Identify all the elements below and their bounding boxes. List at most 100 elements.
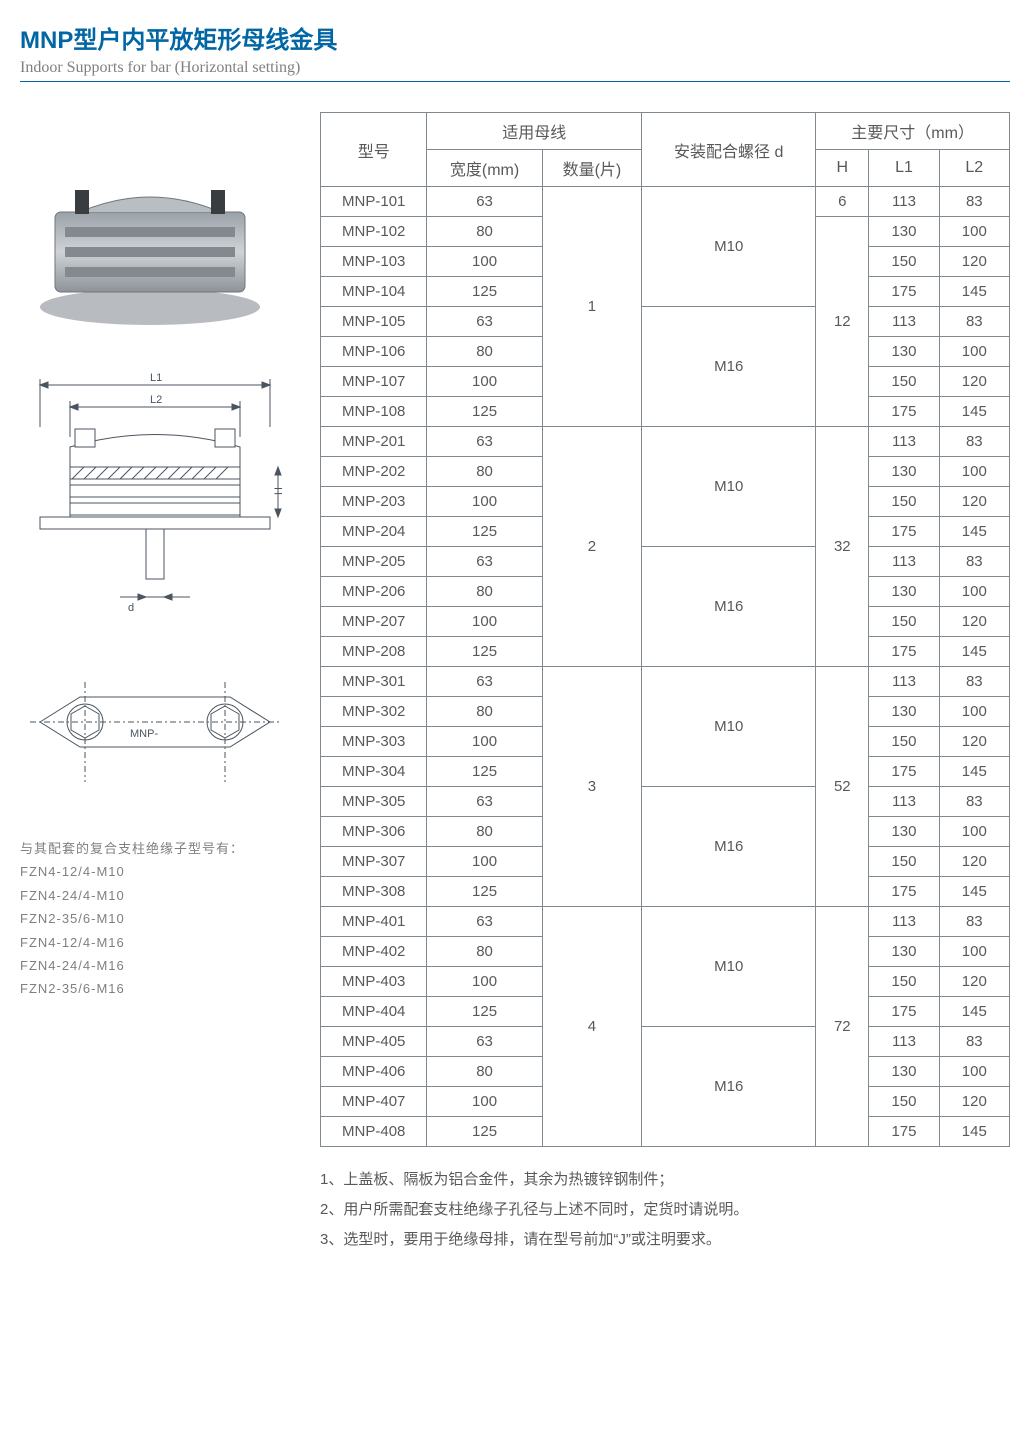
cell-model: MNP-308 (321, 877, 427, 907)
cell-width: 80 (427, 217, 542, 247)
cell-width: 100 (427, 1087, 542, 1117)
cell-l2: 100 (939, 457, 1009, 487)
cell-l1: 175 (869, 1117, 939, 1147)
cell-width: 125 (427, 877, 542, 907)
cell-l1: 150 (869, 847, 939, 877)
cell-width: 100 (427, 247, 542, 277)
cell-l1: 113 (869, 547, 939, 577)
cell-l1: 130 (869, 577, 939, 607)
cell-model: MNP-304 (321, 757, 427, 787)
cell-l1: 113 (869, 427, 939, 457)
table-row: MNP-101631M10611383 (321, 187, 1010, 217)
cell-l1: 130 (869, 337, 939, 367)
insulator-intro: 与其配套的复合支柱绝缘子型号有： (20, 837, 300, 860)
cell-width: 80 (427, 337, 542, 367)
cell-qty: 1 (542, 187, 642, 427)
cell-l2: 120 (939, 607, 1009, 637)
cell-l1: 175 (869, 757, 939, 787)
insulator-model: FZN4-12/4-M16 (20, 931, 300, 954)
cell-bolt: M16 (642, 787, 816, 907)
insulator-model: FZN2-35/6-M16 (20, 977, 300, 1000)
top-view-diagram: MNP- (20, 662, 300, 807)
cell-width: 63 (427, 787, 542, 817)
cell-l2: 100 (939, 817, 1009, 847)
cell-width: 125 (427, 757, 542, 787)
cell-model: MNP-107 (321, 367, 427, 397)
cell-l2: 83 (939, 667, 1009, 697)
cell-h: 52 (816, 667, 869, 907)
insulator-model: FZN4-12/4-M10 (20, 860, 300, 883)
page-title-en: Indoor Supports for bar (Horizontal sett… (20, 59, 1010, 77)
cell-width: 80 (427, 697, 542, 727)
cell-l2: 145 (939, 997, 1009, 1027)
table-row: MNP-10563M1611383 (321, 307, 1010, 337)
product-photo (20, 172, 300, 337)
cell-width: 125 (427, 397, 542, 427)
cell-l2: 120 (939, 247, 1009, 277)
cell-width: 125 (427, 637, 542, 667)
cell-l2: 83 (939, 427, 1009, 457)
cell-l2: 120 (939, 487, 1009, 517)
table-row: MNP-201632M103211383 (321, 427, 1010, 457)
cell-model: MNP-307 (321, 847, 427, 877)
cell-l2: 100 (939, 577, 1009, 607)
cell-width: 63 (427, 667, 542, 697)
cell-width: 80 (427, 937, 542, 967)
cell-l2: 145 (939, 1117, 1009, 1147)
insulator-model: FZN4-24/4-M10 (20, 884, 300, 907)
footnotes: 1、上盖板、隔板为铝合金件，其余为热镀锌钢制件； 2、用户所需配套支柱绝缘子孔径… (320, 1165, 1010, 1255)
cell-width: 63 (427, 907, 542, 937)
cell-model: MNP-102 (321, 217, 427, 247)
table-row: MNP-40563M1611383 (321, 1027, 1010, 1057)
spec-table: 型号 适用母线 安装配合螺径 d 主要尺寸（mm） 宽度(mm) 数量(片) H… (320, 112, 1010, 1147)
cell-l2: 120 (939, 847, 1009, 877)
cell-model: MNP-405 (321, 1027, 427, 1057)
cell-l1: 175 (869, 637, 939, 667)
cell-l1: 113 (869, 787, 939, 817)
cell-l2: 83 (939, 187, 1009, 217)
cell-l1: 150 (869, 247, 939, 277)
cell-model: MNP-105 (321, 307, 427, 337)
cell-width: 100 (427, 727, 542, 757)
cell-width: 125 (427, 277, 542, 307)
cell-l1: 130 (869, 817, 939, 847)
dim-label-l2: L2 (150, 394, 162, 406)
cell-l2: 120 (939, 367, 1009, 397)
insulator-model: FZN4-24/4-M16 (20, 954, 300, 977)
cell-model: MNP-208 (321, 637, 427, 667)
insulator-model: FZN2-35/6-M10 (20, 907, 300, 930)
cell-model: MNP-101 (321, 187, 427, 217)
table-header-row: 型号 适用母线 安装配合螺径 d 主要尺寸（mm） (321, 113, 1010, 150)
dim-label-h: H (273, 487, 285, 495)
cell-l2: 83 (939, 907, 1009, 937)
cell-model: MNP-302 (321, 697, 427, 727)
cell-model: MNP-404 (321, 997, 427, 1027)
cell-model: MNP-202 (321, 457, 427, 487)
cell-l2: 83 (939, 1027, 1009, 1057)
cell-width: 100 (427, 487, 542, 517)
cell-h: 12 (816, 217, 869, 427)
cell-l1: 175 (869, 277, 939, 307)
cell-width: 100 (427, 847, 542, 877)
cell-l1: 130 (869, 1057, 939, 1087)
insulator-note: 与其配套的复合支柱绝缘子型号有： FZN4-12/4-M10 FZN4-24/4… (20, 837, 300, 1001)
cell-model: MNP-206 (321, 577, 427, 607)
cell-l2: 100 (939, 697, 1009, 727)
th-h: H (816, 150, 869, 187)
cell-model: MNP-103 (321, 247, 427, 277)
cell-model: MNP-305 (321, 787, 427, 817)
cell-width: 100 (427, 967, 542, 997)
cell-l1: 175 (869, 397, 939, 427)
front-elevation-diagram: L1 L2 d H (20, 367, 300, 632)
cell-model: MNP-104 (321, 277, 427, 307)
cell-l1: 150 (869, 487, 939, 517)
cell-h: 6 (816, 187, 869, 217)
cell-bolt: M16 (642, 307, 816, 427)
cell-model: MNP-401 (321, 907, 427, 937)
cell-model: MNP-106 (321, 337, 427, 367)
cell-l2: 100 (939, 1057, 1009, 1087)
cell-l1: 150 (869, 367, 939, 397)
th-model: 型号 (321, 113, 427, 187)
cell-model: MNP-303 (321, 727, 427, 757)
cell-l2: 145 (939, 757, 1009, 787)
